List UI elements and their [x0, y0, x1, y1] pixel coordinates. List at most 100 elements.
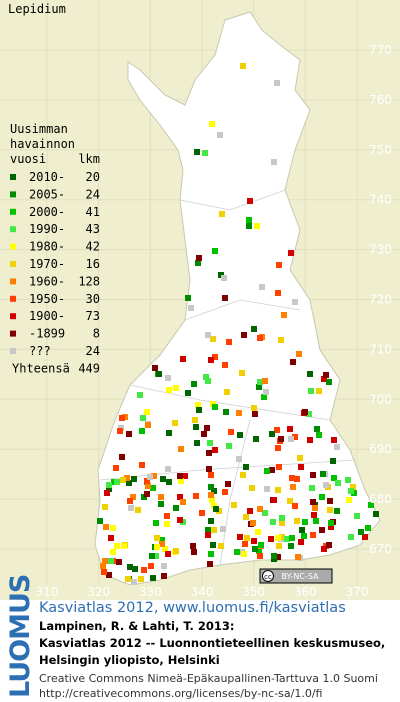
citation-line: Kasviatlas 2012 -- Luonnontieteellinen k…: [39, 636, 385, 650]
observation-square: [153, 520, 159, 526]
observation-square: [255, 529, 261, 535]
observation-square: [256, 384, 262, 390]
observation-square: [307, 437, 313, 443]
legend-count: 43: [86, 222, 100, 236]
observation-square: [108, 535, 114, 541]
observation-square: [180, 499, 186, 505]
observation-square: [125, 576, 131, 582]
observation-square: [137, 392, 143, 398]
observation-square: [159, 541, 165, 547]
observation-square: [314, 426, 320, 432]
observation-square: [126, 480, 132, 486]
legend-label: ???: [29, 344, 51, 358]
observation-square: [321, 376, 327, 382]
observation-square: [226, 339, 232, 345]
observation-square: [208, 357, 214, 363]
legend-count: 24: [86, 187, 100, 201]
observation-square: [302, 409, 308, 415]
observation-square: [195, 402, 201, 408]
observation-square: [263, 389, 269, 395]
observation-square: [177, 517, 183, 523]
observation-square: [191, 381, 197, 387]
observation-square: [222, 362, 228, 368]
observation-square: [271, 497, 277, 503]
observation-square: [165, 375, 171, 381]
observation-square: [269, 431, 275, 437]
observation-square: [218, 543, 224, 549]
observation-square: [196, 407, 202, 413]
observation-square: [178, 446, 184, 452]
observation-square: [276, 262, 282, 268]
observation-square: [331, 475, 337, 481]
license-badge: cc BY-NC-SA: [259, 568, 333, 584]
observation-square: [222, 295, 228, 301]
observation-square: [119, 415, 125, 421]
observation-square: [108, 558, 114, 564]
observation-square: [119, 454, 125, 460]
observation-square: [188, 305, 194, 311]
legend-count: 16: [86, 257, 100, 271]
observation-square: [279, 515, 285, 521]
legend-swatch: [10, 243, 16, 250]
legend-count: 73: [86, 309, 100, 323]
observation-square: [294, 476, 300, 482]
observation-square: [159, 537, 165, 543]
observation-square: [162, 546, 168, 552]
observation-square: [127, 564, 133, 570]
observation-square: [274, 80, 280, 86]
observation-square: [208, 551, 214, 557]
badge-text: BY-NC-SA: [281, 572, 319, 581]
legend-label: 1950-: [29, 292, 65, 306]
observation-square: [327, 498, 333, 504]
observation-square: [299, 527, 305, 533]
observation-square: [249, 485, 255, 491]
y-tick-label: 720: [369, 293, 392, 307]
observation-square: [140, 415, 146, 421]
observation-square: [310, 499, 316, 505]
legend-count: 128: [78, 274, 100, 288]
observation-square: [236, 456, 242, 462]
observation-square: [161, 563, 167, 569]
license-line: http://creativecommons.org/licenses/by-n…: [39, 687, 322, 700]
x-tick-label: 320: [87, 585, 110, 599]
observation-square: [213, 506, 219, 512]
observation-square: [319, 494, 325, 500]
observation-square: [308, 388, 314, 394]
observation-square: [102, 558, 108, 564]
observation-square: [240, 472, 246, 478]
observation-square: [276, 543, 282, 549]
observation-square: [279, 534, 285, 540]
observation-square: [220, 526, 226, 532]
observation-square: [190, 543, 196, 549]
x-tick-label: 350: [242, 585, 265, 599]
observation-square: [172, 420, 178, 426]
observation-square: [207, 561, 213, 567]
observation-square: [237, 534, 243, 540]
observation-square: [120, 477, 126, 483]
observation-square: [144, 491, 150, 497]
legend-count: 30: [86, 292, 100, 306]
observation-square: [138, 576, 144, 582]
observation-square: [205, 332, 211, 338]
legend-header: havainnon: [10, 137, 75, 151]
observation-square: [212, 354, 218, 360]
observation-square: [292, 503, 298, 509]
legend-count: 8: [93, 327, 100, 341]
legend-label: 2000-: [29, 205, 65, 219]
y-tick-label: 680: [369, 492, 392, 506]
observation-square: [348, 488, 354, 494]
observation-square: [262, 510, 268, 516]
y-tick-label: 740: [369, 193, 392, 207]
observation-square: [204, 425, 210, 431]
observation-square: [275, 535, 281, 541]
observation-square: [165, 551, 171, 557]
observation-square: [166, 387, 172, 393]
legend-swatch: [10, 208, 16, 215]
observation-square: [185, 295, 191, 301]
observation-square: [226, 443, 232, 449]
observation-square: [328, 520, 334, 526]
observation-square: [247, 198, 253, 204]
observation-square: [302, 519, 308, 525]
observation-square: [164, 513, 170, 519]
observation-square: [288, 436, 294, 442]
